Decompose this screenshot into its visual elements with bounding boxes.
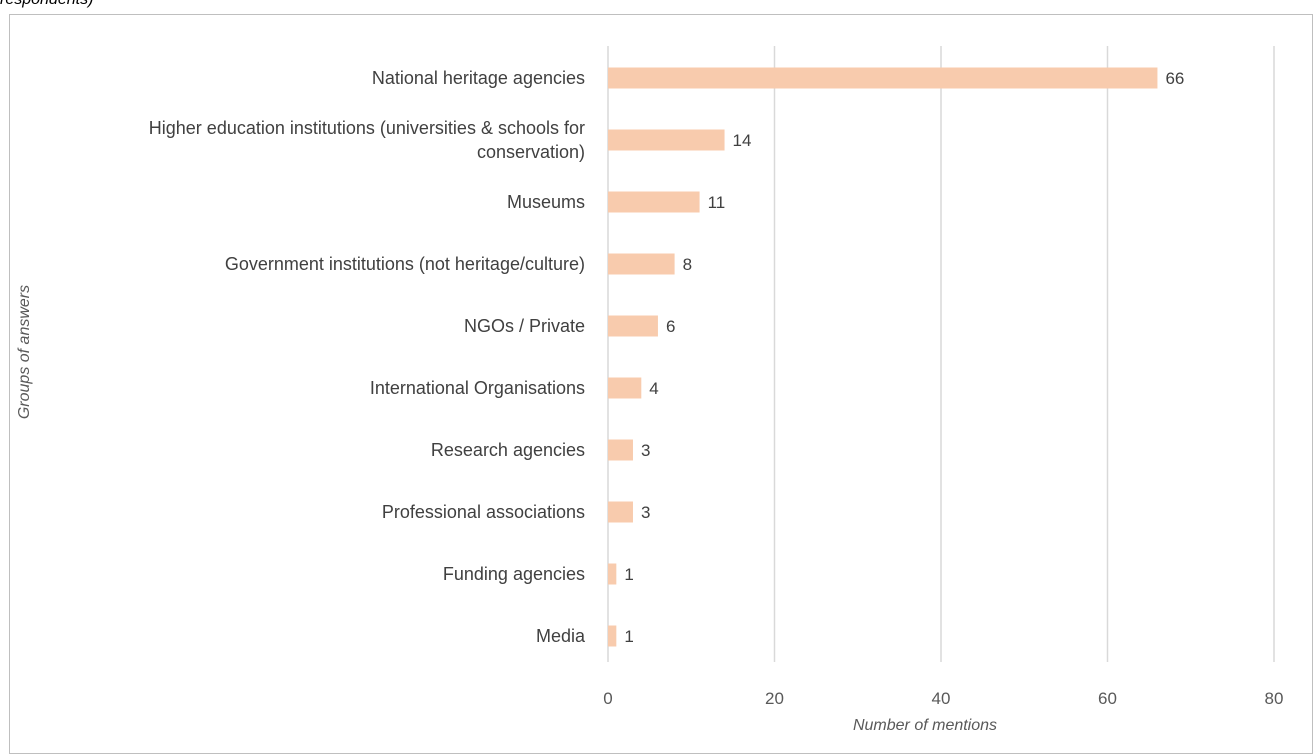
category-label-line: Research agencies xyxy=(431,440,585,460)
data-label: 11 xyxy=(708,193,726,212)
x-tick-labels: 0 20 40 60 80 xyxy=(603,689,1283,708)
data-label: 4 xyxy=(649,379,658,398)
data-label: 8 xyxy=(683,255,692,274)
figure-caption: respondents) xyxy=(0,0,93,9)
category-label: NGOs / Private xyxy=(464,316,585,336)
bar xyxy=(608,625,617,647)
category-label-line: National heritage agencies xyxy=(372,68,585,88)
category-label-line: International Organisations xyxy=(370,378,585,398)
category-label-line: conservation) xyxy=(477,142,585,162)
bar xyxy=(608,129,725,151)
category-label-line: Funding agencies xyxy=(443,564,585,584)
bar xyxy=(608,439,633,461)
gridlines xyxy=(607,46,1275,662)
bars xyxy=(608,67,1158,647)
category-label: National heritage agencies xyxy=(372,68,585,88)
bar xyxy=(608,377,642,399)
category-label-line: NGOs / Private xyxy=(464,316,585,336)
category-label-line: Professional associations xyxy=(382,502,585,522)
bar xyxy=(608,191,700,213)
bar xyxy=(608,253,675,275)
bar xyxy=(608,67,1158,89)
category-label: Government institutions (not heritage/cu… xyxy=(225,254,585,274)
bar xyxy=(608,315,658,337)
data-label: 3 xyxy=(641,441,650,460)
category-label: Professional associations xyxy=(382,502,585,522)
data-label: 14 xyxy=(733,131,752,150)
bar xyxy=(608,501,633,523)
x-tick-label: 0 xyxy=(603,689,612,708)
category-label-line: Higher education institutions (universit… xyxy=(149,118,585,138)
data-label: 6 xyxy=(666,317,675,336)
category-label-line: Government institutions (not heritage/cu… xyxy=(225,254,585,274)
x-tick-label: 40 xyxy=(932,689,951,708)
data-label: 3 xyxy=(641,503,650,522)
category-label: Museums xyxy=(507,192,585,212)
data-label: 1 xyxy=(624,565,633,584)
x-tick-label: 60 xyxy=(1098,689,1117,708)
data-label: 66 xyxy=(1165,69,1184,88)
x-tick-label: 20 xyxy=(765,689,784,708)
category-label: Higher education institutions (universit… xyxy=(149,118,585,162)
bar xyxy=(608,563,617,585)
category-label-line: Media xyxy=(536,626,586,646)
data-label: 1 xyxy=(624,627,633,646)
category-labels: National heritage agencies Higher educati… xyxy=(149,68,586,646)
category-label: Research agencies xyxy=(431,440,585,460)
x-tick-label: 80 xyxy=(1265,689,1284,708)
y-axis-title: Groups of answers xyxy=(16,285,33,419)
category-label: Funding agencies xyxy=(443,564,585,584)
x-axis-title: Number of mentions xyxy=(853,717,997,733)
category-label: Media xyxy=(536,626,586,646)
category-label: International Organisations xyxy=(370,378,585,398)
category-label-line: Museums xyxy=(507,192,585,212)
